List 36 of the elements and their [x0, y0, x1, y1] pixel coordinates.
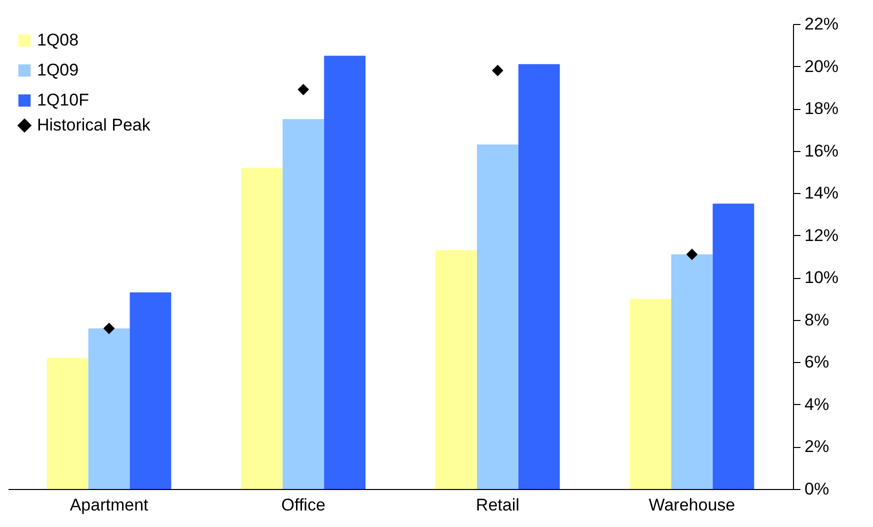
point: [103, 322, 115, 334]
x-tick-label: Office: [281, 496, 326, 514]
bar: [130, 292, 172, 489]
bar: [88, 328, 130, 489]
y-tick-label: 6%: [804, 352, 830, 372]
point: [298, 84, 310, 96]
legend-label: 1Q10F: [37, 90, 89, 110]
y-tick-label: 8%: [804, 310, 830, 330]
bar: [435, 250, 477, 489]
y-tick-label: 2%: [804, 437, 830, 456]
y-tick-label: 10%: [804, 268, 839, 288]
x-tick-label: Retail: [476, 496, 520, 514]
y-tick-label: 20%: [804, 56, 839, 76]
x-tick-label: Apartment: [70, 496, 149, 514]
bar: [630, 298, 672, 489]
y-tick-label: 18%: [804, 99, 839, 118]
bar: [712, 204, 754, 489]
y-tick-label: 14%: [804, 184, 839, 203]
bar: [46, 358, 88, 489]
y-tick-label: 16%: [804, 141, 839, 160]
y-tick-label: 12%: [804, 226, 839, 245]
bar: [671, 254, 713, 489]
y-tick-label: 22%: [804, 14, 839, 34]
legend-label: 1Q09: [37, 60, 79, 80]
bar: [476, 144, 518, 489]
legend-label: Historical Peak: [37, 116, 151, 134]
bar: [518, 64, 560, 489]
bar: [324, 56, 366, 489]
y-tick-label: 4%: [804, 394, 830, 414]
x-tick-label: Warehouse: [648, 496, 736, 514]
legend-label: 1Q08: [37, 30, 79, 50]
y-tick-label: 0%: [804, 480, 830, 498]
bar: [241, 168, 283, 489]
point: [686, 248, 698, 260]
bar: [282, 119, 324, 489]
point: [492, 64, 504, 76]
